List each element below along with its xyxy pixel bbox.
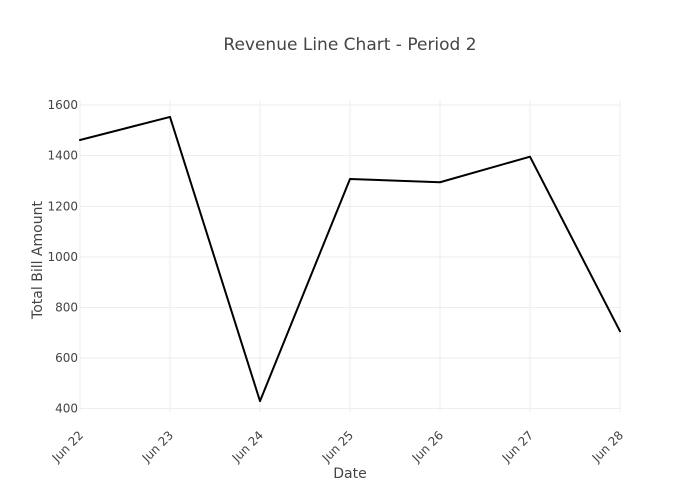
- y-tick-label: 1600: [47, 98, 78, 112]
- y-tick-label: 1200: [47, 199, 78, 213]
- grid-layer: [79, 100, 621, 412]
- y-axis-label: Total Bill Amount: [30, 201, 46, 320]
- x-axis-ticks: Jun 22 Jun 23 Jun 24 Jun 25 Jun 26 Jun 27 Jun …: [49, 428, 626, 465]
- y-tick-label: 600: [55, 351, 78, 365]
- y-tick-label: 1000: [47, 250, 78, 264]
- x-tick-label: Jun 22: [49, 428, 86, 465]
- x-tick-label: Jun 28: [589, 428, 626, 465]
- x-tick-label: Jun 25: [319, 428, 356, 465]
- series-line: [79, 115, 621, 403]
- x-axis-label: Date: [333, 466, 366, 482]
- x-tick-label: Jun 26: [409, 428, 446, 465]
- x-tick-label: Jun 27: [499, 428, 536, 465]
- x-tick-label: Jun 23: [139, 428, 176, 465]
- x-tick-label: Jun 24: [229, 428, 266, 465]
- series-layer: [79, 115, 621, 403]
- y-axis-ticks: 400 600 800 1000 1200 1400 1600: [47, 98, 78, 416]
- y-tick-label: 400: [55, 402, 78, 416]
- y-tick-label: 1400: [47, 149, 78, 163]
- y-tick-label: 800: [55, 300, 78, 314]
- chart-title: Revenue Line Chart - Period 2: [223, 35, 476, 55]
